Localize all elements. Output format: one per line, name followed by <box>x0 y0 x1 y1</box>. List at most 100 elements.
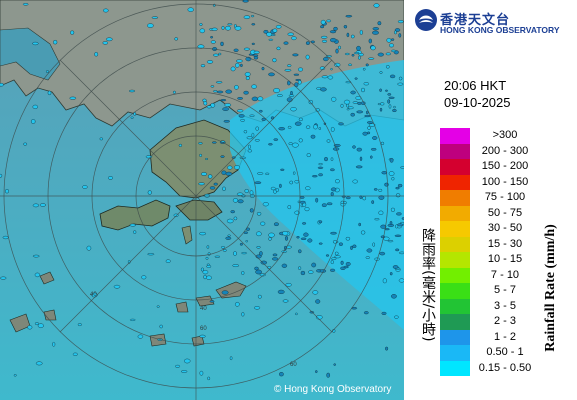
rain-echo <box>397 223 404 227</box>
rain-echo <box>261 117 266 121</box>
radar-map[interactable]: 40 40 60 60 © Hong Kong Observatory <box>0 0 404 400</box>
rain-echo <box>389 272 393 276</box>
rain-echo <box>368 38 372 44</box>
rain-echo <box>330 157 334 161</box>
rain-echo <box>256 246 261 249</box>
rain-echo <box>322 39 328 43</box>
rain-echo <box>237 97 243 100</box>
legend-swatch <box>440 298 470 314</box>
legend-title-chinese: 降雨率(毫米/小時) <box>420 228 436 342</box>
rain-echo <box>244 188 249 193</box>
legend-swatch <box>440 143 470 159</box>
rain-echo <box>199 153 203 157</box>
rain-echo <box>102 41 109 45</box>
rain-echo <box>277 94 283 97</box>
rain-echo <box>389 157 394 163</box>
rain-echo <box>293 171 296 175</box>
rain-echo <box>377 21 382 26</box>
rain-echo <box>311 262 317 268</box>
estuary-water <box>0 27 61 81</box>
rain-echo <box>268 143 273 146</box>
rain-echo <box>227 23 233 26</box>
legend-title-english: Rainfall Rate (mm/h) <box>543 224 558 352</box>
rain-echo <box>346 108 350 111</box>
legend-row: 30 - 50 <box>440 221 540 237</box>
rain-echo <box>390 207 395 212</box>
rain-echo <box>273 138 279 141</box>
rain-echo <box>243 47 250 51</box>
rain-echo <box>331 96 337 102</box>
rain-echo <box>390 74 396 79</box>
rain-echo <box>31 119 36 124</box>
rain-echo <box>245 240 248 243</box>
rain-echo <box>268 72 275 77</box>
rain-echo <box>395 186 400 190</box>
legend-swatch <box>440 236 470 252</box>
rain-echo <box>233 251 237 256</box>
rain-echo <box>159 324 163 329</box>
rain-echo <box>287 125 292 129</box>
south-island-3 <box>175 301 189 313</box>
rain-echo <box>273 88 280 93</box>
rain-echo <box>225 236 232 240</box>
hko-logo[interactable]: 香港天文台 HONG KONG OBSERVATORY <box>414 6 574 38</box>
rain-echo <box>335 179 340 184</box>
rain-echo <box>251 84 257 89</box>
rain-echo <box>296 235 300 239</box>
legend-label: 100 - 150 <box>481 175 529 188</box>
rain-echo <box>330 260 334 264</box>
rain-echo <box>352 244 357 249</box>
rain-echo <box>378 210 384 215</box>
rain-echo <box>288 142 293 145</box>
rain-echo <box>37 323 44 329</box>
legend-swatch <box>440 221 470 237</box>
rain-echo <box>298 138 303 143</box>
rain-echo <box>253 50 260 54</box>
legend-label: 2 - 3 <box>493 315 516 327</box>
rain-echo <box>345 196 351 200</box>
rain-echo <box>392 265 399 269</box>
rain-echo <box>137 334 144 339</box>
rain-echo <box>397 20 404 24</box>
rain-echo <box>255 269 262 275</box>
legend-label: 15 - 30 <box>487 237 523 250</box>
rain-echo <box>199 334 206 338</box>
rain-echo <box>82 185 88 189</box>
rain-echo <box>398 33 402 38</box>
rain-echo <box>297 80 302 85</box>
rain-echo <box>305 186 311 191</box>
rain-echo <box>203 274 207 280</box>
rain-echo <box>145 155 153 159</box>
new-territories <box>149 119 247 199</box>
rain-echo <box>247 149 253 153</box>
rain-echo <box>330 168 335 172</box>
rain-echo <box>356 110 364 114</box>
rain-echo <box>230 66 236 72</box>
rain-echo <box>373 3 380 8</box>
rain-echo <box>318 127 321 130</box>
rain-echo <box>298 117 303 122</box>
rain-echo <box>268 232 275 238</box>
rain-echo <box>394 30 397 35</box>
rain-echo <box>321 75 328 79</box>
rain-echo <box>387 99 391 104</box>
rain-echo <box>395 248 400 252</box>
legend-swatch <box>440 205 470 221</box>
rain-echo <box>394 315 399 319</box>
rain-echo <box>220 155 225 158</box>
rain-echo <box>398 76 403 81</box>
rain-echo <box>304 207 310 212</box>
rain-echo <box>141 275 147 280</box>
rain-echo <box>371 147 377 151</box>
range-rings <box>0 0 404 400</box>
rain-echo <box>174 37 178 41</box>
legend-row: 7 - 10 <box>440 267 540 283</box>
rain-echo <box>333 363 336 366</box>
rain-echo <box>302 222 307 225</box>
rain-echo <box>241 252 248 255</box>
hko-logo-icon <box>415 9 437 31</box>
rain-echo <box>399 251 404 255</box>
rain-echo <box>312 290 319 295</box>
rain-echo <box>338 122 344 126</box>
rain-echo <box>352 101 359 104</box>
